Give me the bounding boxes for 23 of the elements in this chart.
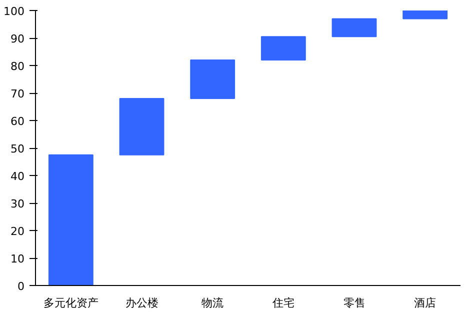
x-tick-label: 酒店: [414, 296, 436, 310]
y-tick-label: 50: [10, 142, 25, 156]
y-tick-label: 70: [10, 88, 25, 100]
y-tick-label: 90: [10, 32, 25, 46]
bar: [260, 36, 306, 60]
y-tick-label: 10: [10, 252, 25, 266]
x-tick-label: 物流: [202, 296, 224, 310]
x-tick-label: 多元化资产: [43, 296, 98, 310]
y-tick-label: 30: [10, 198, 25, 210]
y-tick-label: 100: [4, 5, 25, 18]
y-tick-label: 80: [10, 60, 25, 73]
bar: [48, 154, 94, 286]
y-tick-label: 40: [10, 170, 25, 183]
bar: [402, 10, 448, 20]
x-tick-label: 零售: [343, 296, 366, 310]
x-tick-label: 住宅: [272, 296, 294, 310]
bar: [190, 60, 236, 99]
y-tick-label: 20: [10, 225, 25, 238]
bar: [332, 18, 377, 38]
bar: [119, 98, 164, 156]
x-tick-label: 办公楼: [125, 296, 158, 310]
y-tick-label: 0: [18, 280, 24, 293]
y-tick-label: 60: [10, 115, 25, 128]
